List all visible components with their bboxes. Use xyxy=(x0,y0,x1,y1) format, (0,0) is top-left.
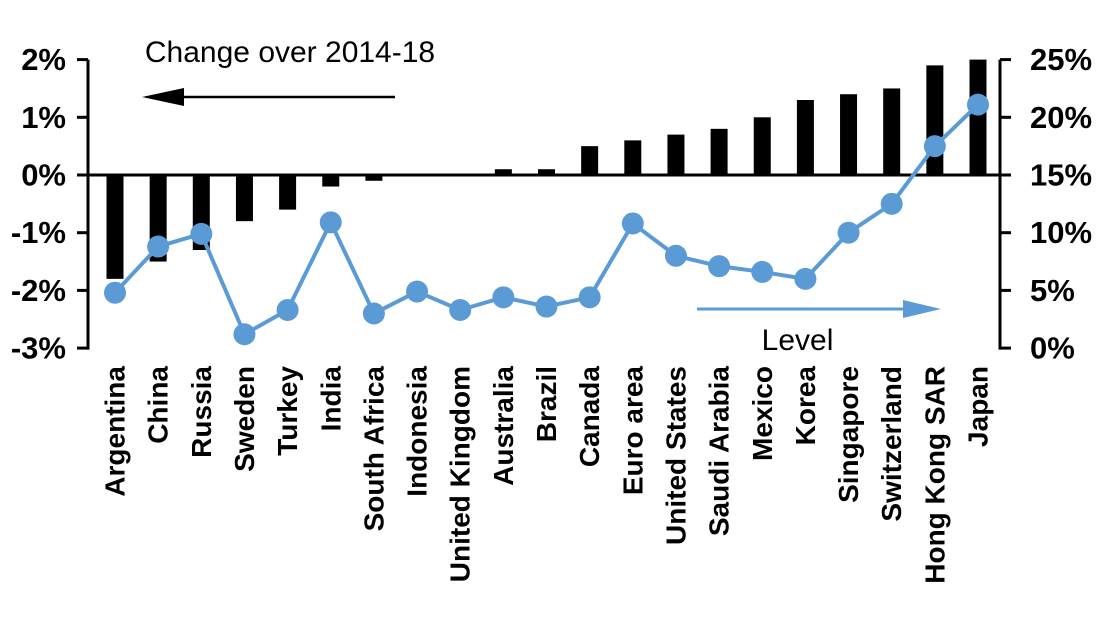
category-label-united-states: United States xyxy=(660,366,691,545)
category-label-australia: Australia xyxy=(488,366,519,486)
dot-euro-area xyxy=(621,212,644,235)
dot-australia xyxy=(492,286,515,309)
dot-india xyxy=(319,211,342,234)
bar-argentina xyxy=(106,175,124,279)
right-axis-tick-label: 10% xyxy=(1030,215,1092,250)
right-axis-tick-label: 0% xyxy=(1030,331,1075,366)
right-axis-tick-label: 20% xyxy=(1030,100,1092,135)
category-label-russia: Russia xyxy=(186,366,217,458)
bar-brazil xyxy=(538,169,555,175)
bar-united-states xyxy=(667,134,685,175)
level-arrow-head-right xyxy=(903,300,941,318)
dot-canada xyxy=(578,286,601,309)
right-axis-tick-label: 15% xyxy=(1030,158,1092,193)
bar-turkey xyxy=(279,175,297,210)
bar-korea xyxy=(796,99,814,175)
dot-mexico xyxy=(751,260,774,283)
dot-united-kingdom xyxy=(449,299,472,322)
left-series-title: Change over 2014-18 xyxy=(144,36,436,69)
category-label-canada: Canada xyxy=(574,366,605,468)
dot-indonesia xyxy=(406,280,429,303)
category-label-euro-area: Euro area xyxy=(617,366,648,496)
dot-switzerland xyxy=(880,192,903,215)
dot-argentina xyxy=(104,281,126,304)
dot-russia xyxy=(190,222,213,245)
category-label-singapore: Singapore xyxy=(833,366,864,503)
bar-singapore xyxy=(840,94,858,175)
category-label-turkey: Turkey xyxy=(272,366,303,456)
bar-euro-area xyxy=(624,140,642,175)
bar-sweden xyxy=(235,175,253,222)
change-arrow-head-left xyxy=(142,88,184,106)
dot-singapore xyxy=(837,221,860,244)
category-label-south-africa: South Africa xyxy=(358,366,389,532)
bar-hong-kong-sar xyxy=(926,65,944,175)
dot-united-states xyxy=(664,244,687,267)
left-axis-tick-label: 1% xyxy=(21,100,66,135)
category-label-hong-kong-sar: Hong Kong SAR xyxy=(919,366,950,584)
bar-japan xyxy=(969,59,987,175)
left-axis-tick-label: -3% xyxy=(11,331,66,366)
left-axis-tick-label: 2% xyxy=(21,42,66,77)
bar-australia xyxy=(494,169,512,175)
right-series-title: Level xyxy=(761,324,834,357)
left-axis-tick-label: -2% xyxy=(11,273,66,308)
category-label-switzerland: Switzerland xyxy=(876,366,907,522)
dot-turkey xyxy=(276,299,299,322)
dot-saudi-arabia xyxy=(708,255,731,278)
category-label-japan: Japan xyxy=(963,366,994,447)
bar-south-africa xyxy=(365,175,383,181)
category-label-mexico: Mexico xyxy=(747,366,778,461)
bar-switzerland xyxy=(883,88,901,175)
category-label-indonesia: Indonesia xyxy=(402,366,433,497)
category-label-brazil: Brazil xyxy=(531,366,562,442)
dot-hong-kong-sar xyxy=(923,135,946,158)
dot-sweden xyxy=(233,323,256,346)
bar-saudi-arabia xyxy=(710,128,728,175)
bar-canada xyxy=(581,146,599,175)
right-axis-tick-label: 25% xyxy=(1030,42,1092,77)
dot-japan xyxy=(967,93,989,116)
category-label-argentina: Argentina xyxy=(100,366,131,497)
right-axis-tick-label: 5% xyxy=(1030,273,1075,308)
dot-south-africa xyxy=(362,302,385,325)
bar-india xyxy=(322,175,340,187)
dot-korea xyxy=(794,267,817,290)
dot-brazil xyxy=(535,295,558,318)
category-label-india: India xyxy=(315,366,346,432)
left-axis-tick-label: -1% xyxy=(11,215,66,250)
category-label-china: China xyxy=(143,366,174,444)
category-label-korea: Korea xyxy=(790,366,821,446)
left-axis-tick-label: 0% xyxy=(21,158,66,193)
dot-china xyxy=(147,235,170,258)
category-label-sweden: Sweden xyxy=(229,366,260,472)
category-label-saudi-arabia: Saudi Arabia xyxy=(704,366,735,537)
category-label-united-kingdom: United Kingdom xyxy=(445,366,476,582)
bar-mexico xyxy=(753,117,771,175)
